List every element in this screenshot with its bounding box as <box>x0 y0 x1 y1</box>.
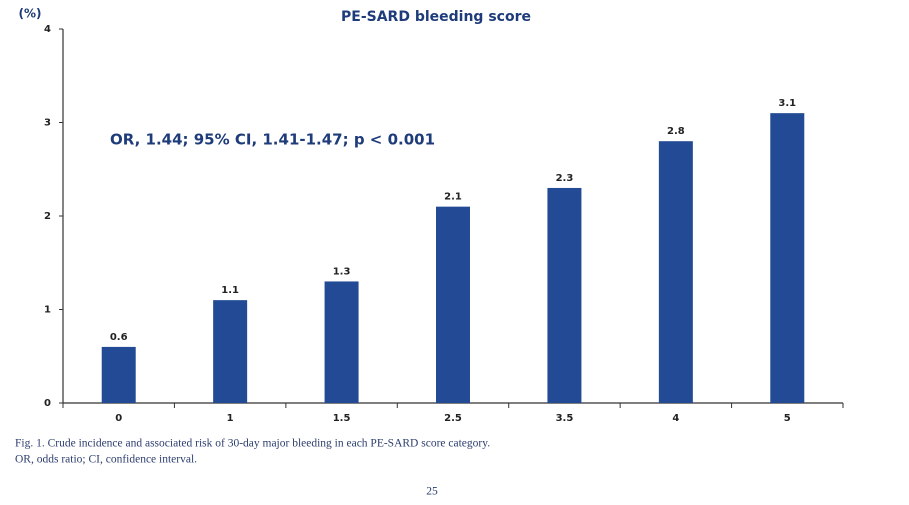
y-tick-label: 2 <box>44 211 51 222</box>
x-tick-label: 3.5 <box>556 413 574 424</box>
y-tick-label: 4 <box>44 24 51 35</box>
bar <box>770 113 805 404</box>
annotation: OR, 1.44; 95% CI, 1.41-1.47; p < 0.001 <box>110 131 435 149</box>
bar <box>324 281 359 403</box>
y-tick-label: 1 <box>44 305 51 316</box>
y-tick-label: 0 <box>44 398 51 409</box>
value-label: 1.1 <box>221 285 239 296</box>
caption-line: OR, odds ratio; CI, confidence interval. <box>15 454 197 466</box>
bar <box>436 206 470 403</box>
value-label: 0.6 <box>110 332 128 343</box>
caption-line: Fig. 1. Crude incidence and associated r… <box>15 438 490 450</box>
y-unit: (%) <box>19 7 42 21</box>
bar <box>101 346 136 403</box>
bar <box>547 187 582 403</box>
x-tick-label: 1.5 <box>333 413 351 424</box>
value-label: 2.1 <box>444 192 462 203</box>
value-label: 1.3 <box>333 266 351 277</box>
bar <box>213 300 248 403</box>
y-tick-label: 3 <box>44 118 51 129</box>
value-label: 2.8 <box>667 126 685 137</box>
value-label: 2.3 <box>556 173 574 184</box>
bar <box>658 141 693 403</box>
chart-title: PE-SARD bleeding score <box>341 9 531 25</box>
page-number: 25 <box>426 486 438 498</box>
x-tick-label: 4 <box>672 413 679 424</box>
x-tick-label: 2.5 <box>444 413 462 424</box>
x-tick-label: 1 <box>227 413 234 424</box>
x-tick-label: 5 <box>784 413 791 424</box>
value-label: 3.1 <box>778 98 796 109</box>
x-tick-label: 0 <box>115 413 122 424</box>
